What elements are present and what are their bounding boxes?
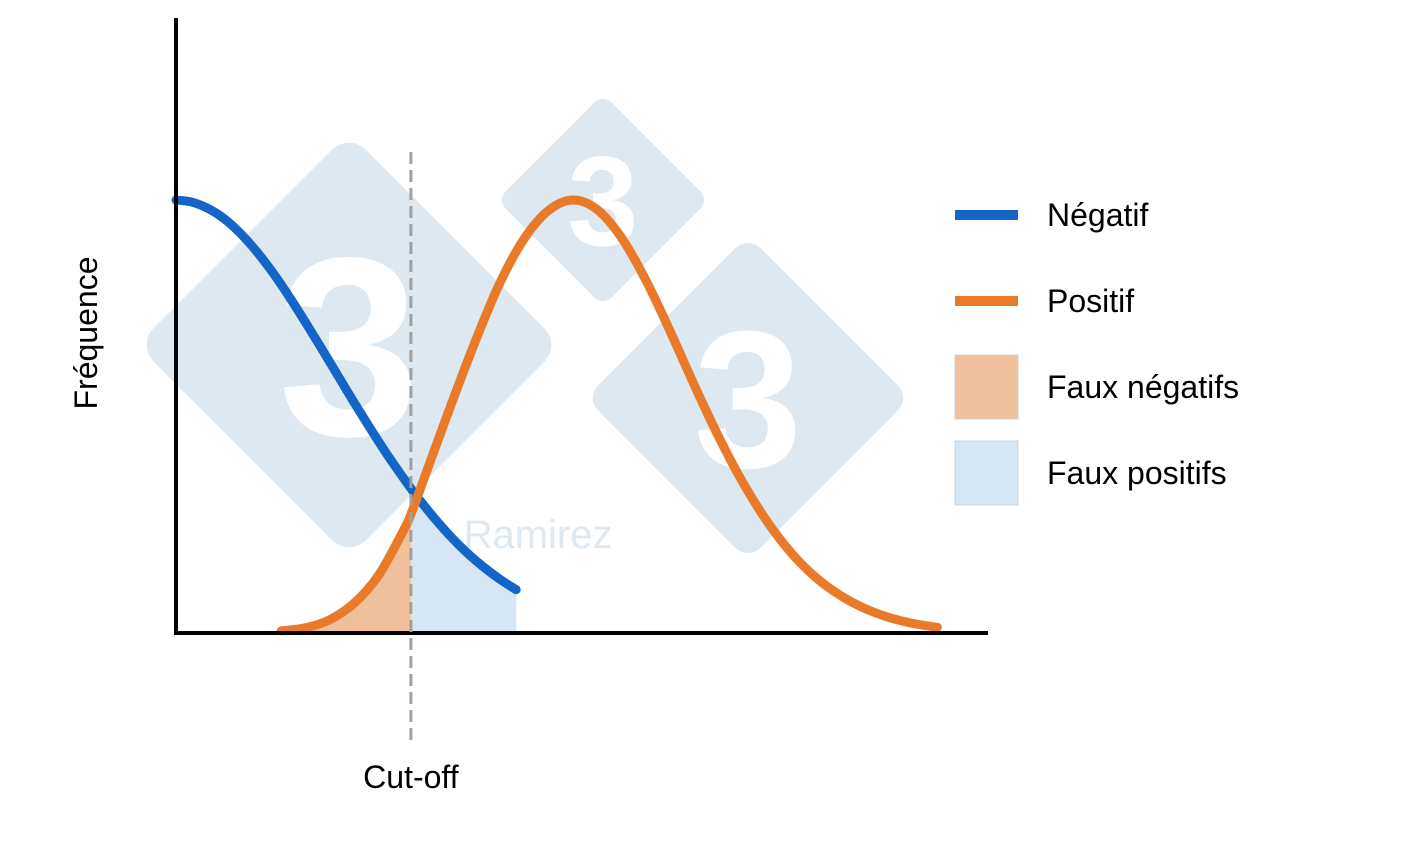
legend: Négatif Positif Faux négatifs Faux positifs	[954, 197, 1239, 506]
legend-item-positif: Positif	[955, 283, 1134, 319]
watermark-logo: 3	[501, 98, 705, 302]
cutoff-label: Cut-off	[363, 759, 459, 795]
legend-item-négatif: Négatif	[955, 197, 1149, 233]
legend-swatch	[955, 296, 1018, 306]
y-axis-label: Fréquence	[68, 257, 104, 410]
svg-text:3: 3	[694, 291, 803, 509]
watermark-logo: 3	[592, 242, 904, 554]
legend-swatch	[954, 440, 1019, 506]
legend-item-faux-positifs: Faux positifs	[954, 440, 1227, 506]
legend-label: Faux positifs	[1047, 455, 1227, 491]
axes	[174, 18, 988, 635]
legend-swatch	[954, 354, 1019, 420]
legend-label: Négatif	[1047, 197, 1149, 233]
series-line-négatif	[171, 195, 521, 595]
legend-label: Positif	[1047, 283, 1134, 319]
series-lines	[171, 195, 942, 636]
legend-label: Faux négatifs	[1047, 369, 1239, 405]
area-faux-négatifs	[281, 514, 411, 633]
cutoff-marker: Cut-off	[363, 152, 459, 795]
watermark-logo: 3	[146, 142, 552, 548]
svg-text:3: 3	[278, 205, 420, 490]
legend-item-faux-négatifs: Faux négatifs	[954, 354, 1239, 420]
legend-swatch	[955, 210, 1018, 220]
series-line-positif	[276, 195, 942, 636]
